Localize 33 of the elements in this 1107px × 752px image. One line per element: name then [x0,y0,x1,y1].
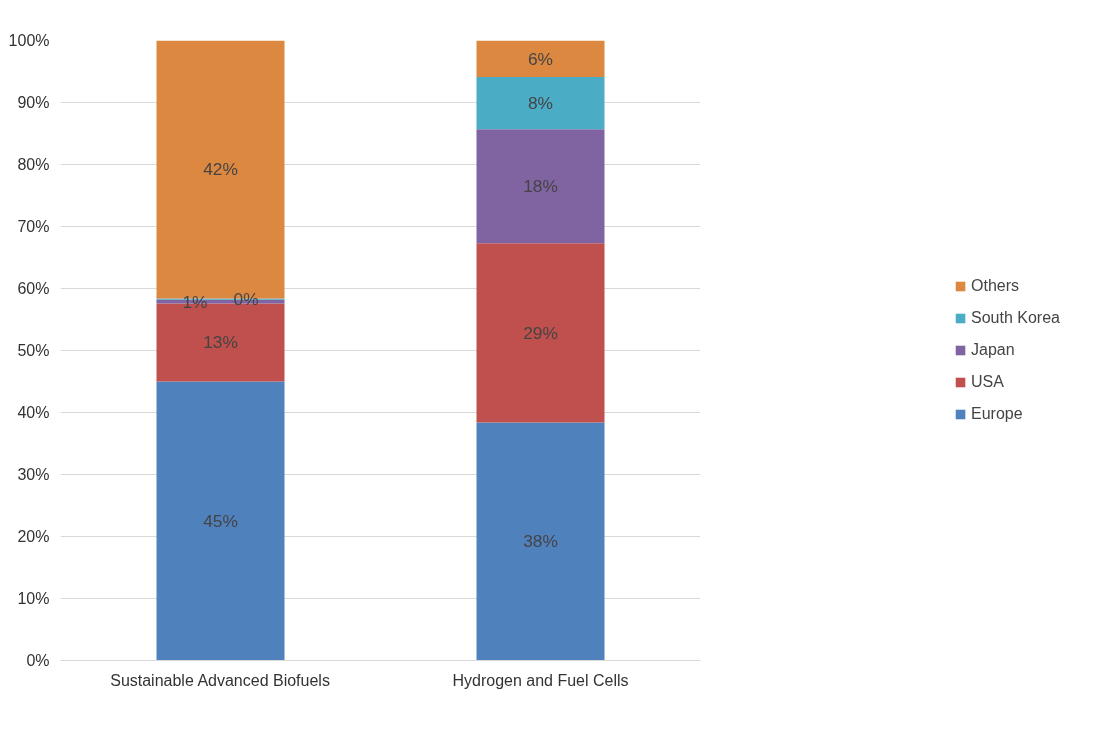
data-label: 29% [523,322,558,343]
x-tick-label: Sustainable Advanced Biofuels [110,671,330,689]
bar [476,129,605,244]
x-tick-label: Hydrogen and Fuel Cells [452,671,629,689]
data-label: 6% [527,48,554,69]
legend-label: USA [971,373,1004,391]
y-tick-label: 30% [17,466,50,483]
legend-label: South Korea [971,309,1060,327]
data-label: 1% [182,291,208,312]
bar [156,381,285,661]
data-label: 38% [523,531,558,552]
y-tick-label: 40% [17,404,50,421]
y-tick-label: 50% [17,342,50,359]
bar [476,243,605,423]
legend-label: Others [971,277,1020,295]
data-label: 13% [203,332,238,353]
y-tick-label: 0% [26,652,50,669]
y-tick-label: 100% [8,32,50,49]
data-label: 42% [203,159,238,180]
bar [476,422,605,661]
bar [476,40,605,78]
y-tick-label: 20% [17,528,50,545]
legend-label: Japan [971,341,1015,359]
legend-label: Europe [971,405,1023,423]
y-tick-label: 80% [17,156,50,173]
data-label: 18% [523,176,558,197]
y-tick-label: 70% [17,218,50,235]
bar [476,77,605,130]
data-label: 45% [203,511,238,531]
data-label: 8% [527,93,554,114]
y-tick-label: 60% [17,280,50,297]
y-tick-label: 10% [17,590,50,607]
y-tick-label: 90% [17,94,50,111]
